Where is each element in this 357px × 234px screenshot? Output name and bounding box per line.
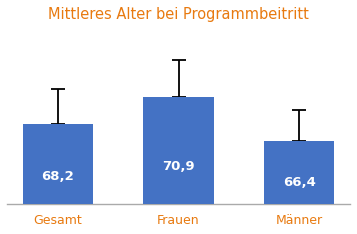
Bar	[264, 141, 335, 204]
Bar	[22, 124, 93, 204]
Text: 68,2: 68,2	[41, 170, 74, 183]
Bar	[144, 97, 213, 204]
Text: 70,9: 70,9	[162, 160, 195, 173]
Text: 66,4: 66,4	[283, 176, 316, 189]
Title: Mittleres Alter bei Programmbeitritt: Mittleres Alter bei Programmbeitritt	[48, 7, 309, 22]
